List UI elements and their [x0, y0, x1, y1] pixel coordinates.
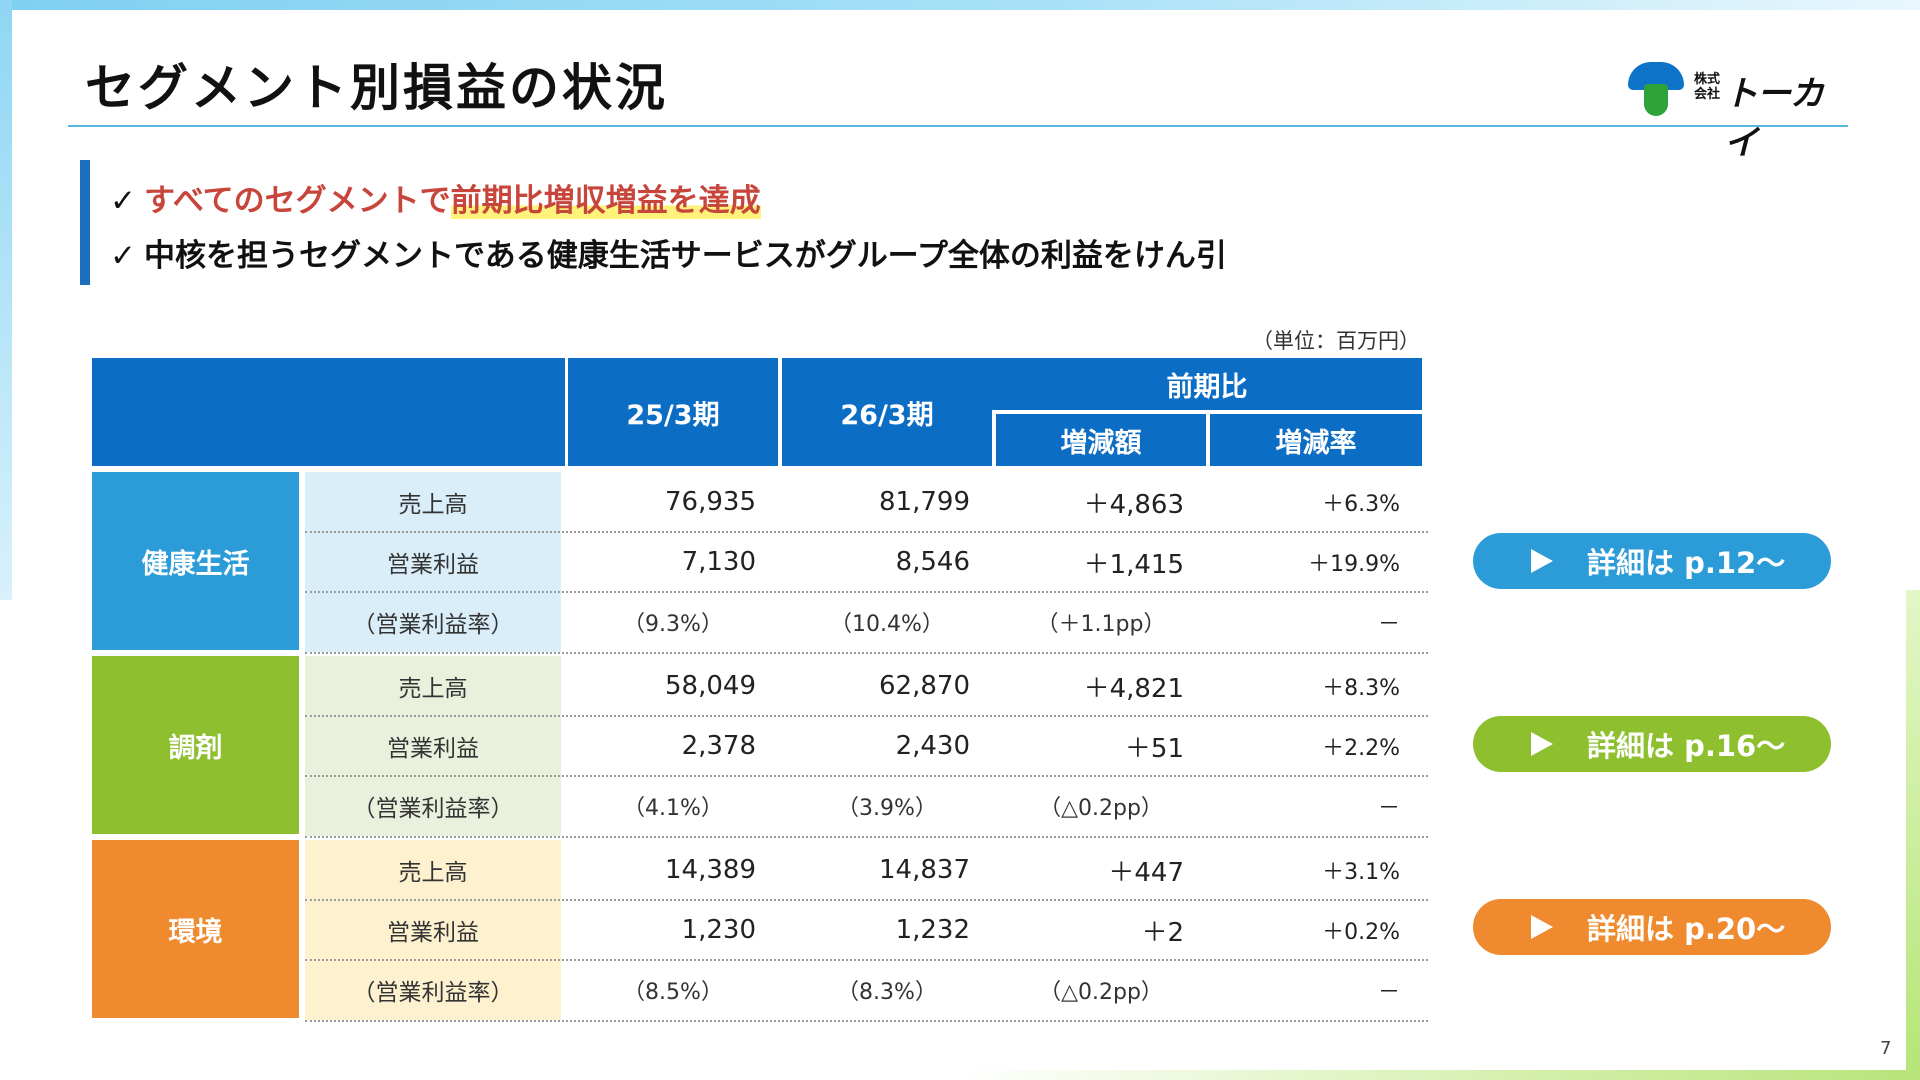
- row-label: 売上高: [305, 472, 561, 532]
- check-icon: ✓: [110, 238, 136, 274]
- cell-value: （9.3%）: [623, 612, 723, 637]
- cell-value: （8.3%）: [837, 980, 937, 1005]
- cell-value: 2,430: [895, 731, 970, 761]
- cell-value: 58,049: [665, 671, 756, 701]
- check-icon: ✓: [110, 183, 136, 219]
- cell-value: 2,378: [681, 731, 756, 761]
- detail-link-p20[interactable]: 詳細は p.20～: [1473, 899, 1831, 955]
- cell-value: （△0.2pp）: [1039, 796, 1163, 821]
- cell-value: －: [1377, 980, 1400, 1005]
- detail-link-label: 詳細は p.16～: [1587, 729, 1786, 763]
- row-divider: [305, 591, 1428, 593]
- segment-health: 健康生活: [92, 472, 299, 650]
- cell-value: 14,837: [879, 855, 970, 885]
- cell-value: 1,230: [681, 915, 756, 945]
- row-divider: [305, 1020, 1428, 1022]
- row-divider: [305, 959, 1428, 961]
- title-divider: [68, 125, 1848, 127]
- play-icon: [1531, 732, 1553, 756]
- row-label: （営業利益率）: [305, 776, 561, 836]
- cell-value: ＋1,415: [1083, 549, 1184, 580]
- cell-value: （10.4%）: [830, 612, 944, 637]
- background-bottom-band: [960, 1070, 1920, 1080]
- header-25-3: 25/3期: [568, 358, 778, 466]
- bullets-accent-bar: [80, 160, 90, 285]
- logo-name: トーカイ: [1724, 74, 1824, 163]
- company-logo: 株式会社 トーカイ: [1628, 62, 1833, 163]
- cell-value: （3.9%）: [837, 796, 937, 821]
- cell-value: 76,935: [665, 487, 756, 517]
- row-divider: [305, 775, 1428, 777]
- header-diff: 増減額: [996, 414, 1206, 466]
- cell-value: ＋6.3%: [1322, 492, 1400, 517]
- cell-value: 8,546: [895, 547, 970, 577]
- cell-value: ＋19.9%: [1308, 552, 1400, 577]
- cell-value: （＋1.1pp）: [1036, 612, 1166, 637]
- bullet-1-text: すべてのセグメントで: [144, 183, 451, 219]
- bullet-1-highlight: 前期比増収増益を達成: [450, 183, 761, 219]
- cell-value: （8.5%）: [623, 980, 723, 1005]
- cell-value: 14,389: [665, 855, 756, 885]
- cell-value: 1,232: [895, 915, 970, 945]
- header-26-3: 26/3期: [782, 358, 992, 466]
- cell-value: －: [1377, 796, 1400, 821]
- segment-dispensing: 調剤: [92, 656, 299, 834]
- logo-small-text: 株式会社: [1694, 72, 1721, 102]
- page-title: セグメント別損益の状況: [85, 59, 668, 117]
- detail-link-label: 詳細は p.20～: [1587, 912, 1786, 946]
- detail-link-p16[interactable]: 詳細は p.16～: [1473, 716, 1831, 772]
- bullet-item-1: ✓ すべてのセグメントで前期比増収増益を達成: [110, 175, 761, 220]
- row-divider: [305, 715, 1428, 717]
- background-right-band: [1906, 590, 1920, 1080]
- cell-value: 62,870: [879, 671, 970, 701]
- row-divider: [305, 531, 1428, 533]
- cell-value: （4.1%）: [623, 796, 723, 821]
- row-label: 売上高: [305, 840, 561, 900]
- row-label: 営業利益: [305, 900, 561, 960]
- row-divider: [305, 652, 1428, 654]
- header-rate: 増減率: [1210, 414, 1422, 466]
- cell-value: （△0.2pp）: [1039, 980, 1163, 1005]
- logo-mark-icon: [1628, 62, 1684, 116]
- page-number: 7: [1880, 1038, 1892, 1059]
- row-label: 営業利益: [305, 716, 561, 776]
- detail-link-label: 詳細は p.12～: [1587, 546, 1786, 580]
- header-yoy: 前期比: [1166, 371, 1248, 403]
- row-label: （営業利益率）: [305, 960, 561, 1020]
- cell-value: ＋2.2%: [1322, 736, 1400, 761]
- background-left-band: [0, 0, 12, 600]
- row-divider: [305, 836, 1428, 838]
- cell-value: －: [1377, 612, 1400, 637]
- cell-value: ＋8.3%: [1322, 676, 1400, 701]
- bullet-item-2: ✓ 中核を担うセグメントである健康生活サービスがグループ全体の利益をけん引: [110, 230, 1227, 275]
- header-blank: [92, 358, 565, 466]
- row-divider: [305, 899, 1428, 901]
- cell-value: ＋51: [1124, 733, 1184, 764]
- row-label: （営業利益率）: [305, 592, 561, 652]
- row-label: 売上高: [305, 656, 561, 716]
- cell-value: ＋4,863: [1083, 489, 1184, 520]
- segment-table: 25/3期 26/3期 前期比 増減額 増減率 健康生活 売上高 営業利益 （営…: [92, 358, 1428, 1023]
- segment-environment: 環境: [92, 840, 299, 1018]
- cell-value: 7,130: [681, 547, 756, 577]
- detail-link-p12[interactable]: 詳細は p.12～: [1473, 533, 1831, 589]
- background-top-band: [0, 0, 1920, 10]
- bullet-2-text: 中核を担うセグメントである健康生活サービスがグループ全体の利益をけん引: [144, 238, 1227, 274]
- cell-value: ＋4,821: [1083, 673, 1184, 704]
- cell-value: ＋0.2%: [1322, 920, 1400, 945]
- row-label: 営業利益: [305, 532, 561, 592]
- cell-value: ＋2: [1141, 917, 1184, 948]
- cell-value: ＋447: [1108, 857, 1184, 888]
- unit-note: （単位：百万円）: [1252, 329, 1420, 353]
- cell-value: 81,799: [879, 487, 970, 517]
- play-icon: [1531, 549, 1553, 573]
- play-icon: [1531, 915, 1553, 939]
- cell-value: ＋3.1%: [1322, 860, 1400, 885]
